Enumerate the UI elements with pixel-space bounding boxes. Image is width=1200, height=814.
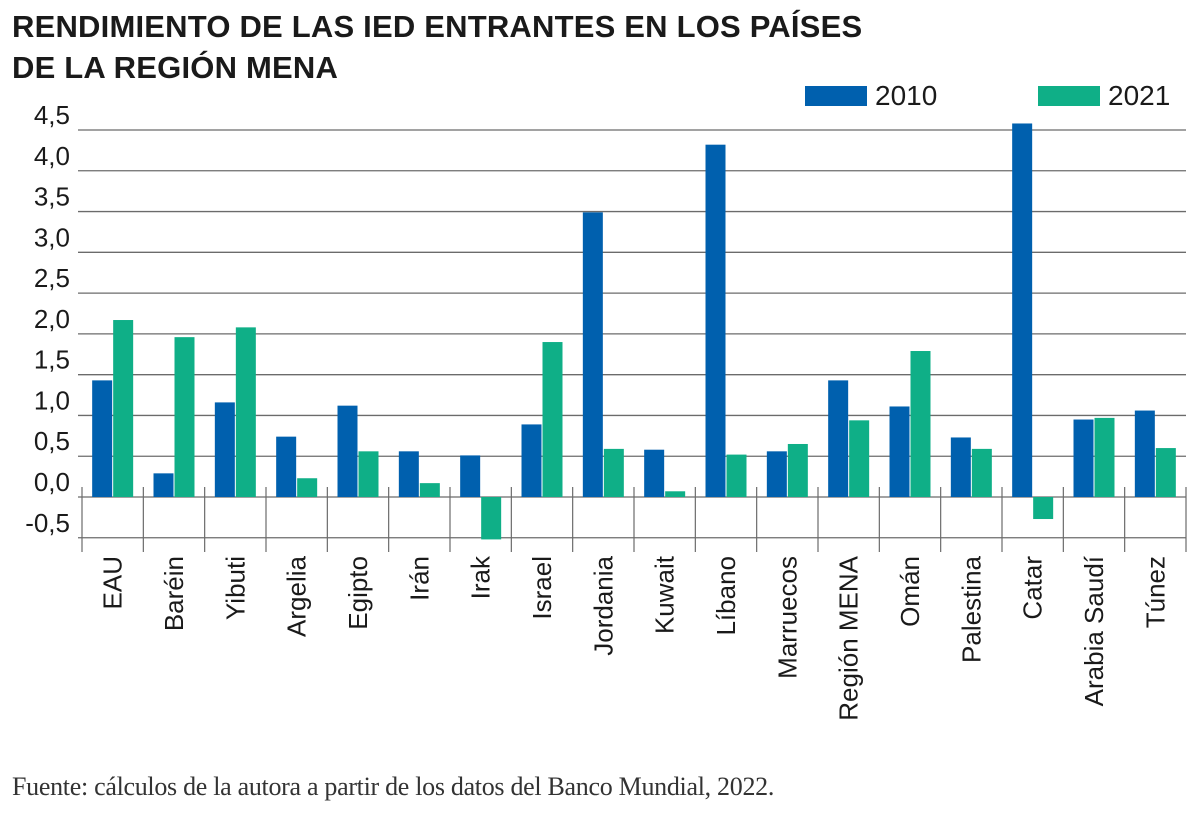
x-category-label: Líbano: [711, 556, 741, 636]
bar-2021-arabia-saudí: [1094, 417, 1115, 497]
source-note: Fuente: cálculos de la autora a partir d…: [12, 772, 775, 801]
x-category-label: Egipto: [343, 556, 373, 630]
bar-2021-catar: [1033, 497, 1054, 520]
bar-2010-irak: [460, 455, 481, 497]
legend-swatch-2010: [805, 86, 867, 106]
bar-2021-irán: [419, 483, 440, 497]
bar-2021-argelia: [297, 478, 318, 497]
bar-2010-baréin: [153, 473, 174, 497]
x-category-label: Palestina: [956, 555, 986, 662]
bar-2010-argelia: [276, 436, 297, 497]
y-tick-label: 1,0: [34, 385, 70, 415]
bar-2010-irán: [398, 451, 419, 497]
x-category-label: EAU: [98, 556, 128, 609]
bar-2010-jordania: [582, 212, 603, 498]
category-separators: [81, 487, 1187, 552]
x-category-label: Israel: [527, 556, 557, 620]
y-axis-tick-labels: -0,5 0,0 0,5 1,0 1,5 2,0 2,5 3,0 3,5 4,0 4,5: [25, 100, 70, 538]
bar-2010-eau: [92, 380, 113, 497]
x-axis-category-labels: EAU Baréin Yibuti Argelia Egipto Irán Irak Isra…: [98, 555, 1171, 721]
x-category-label: Región MENA: [834, 555, 864, 720]
bar-2021-israel: [542, 342, 563, 497]
chart-title-line-2: DE LA REGIÓN MENA: [12, 50, 339, 85]
y-tick-label: 3,0: [34, 222, 70, 252]
bar-2010-arabia-saudí: [1073, 419, 1094, 497]
bar-2021-palestina: [971, 448, 992, 497]
x-category-label: Irak: [466, 555, 496, 599]
x-category-label: Catar: [1018, 556, 1048, 620]
chart-title-line-1: RENDIMIENTO DE LAS IED ENTRANTES EN LOS …: [12, 9, 863, 44]
chart-title: RENDIMIENTO DE LAS IED ENTRANTES EN LOS …: [12, 6, 952, 88]
bar-2010-catar: [1012, 123, 1033, 497]
bar-2021-líbano: [726, 454, 747, 497]
bar-2010-yibuti: [214, 402, 235, 497]
x-category-label: Túnez: [1140, 556, 1170, 628]
bar-2010-marruecos: [766, 451, 787, 497]
bar-2010-omán: [889, 406, 910, 497]
x-category-label: Omán: [895, 556, 925, 627]
x-category-label: Marruecos: [772, 556, 802, 679]
gridlines: [78, 129, 1186, 539]
y-tick-label: 3,5: [34, 182, 70, 212]
bar-2021-omán: [910, 351, 931, 497]
y-tick-label: 1,5: [34, 345, 70, 375]
bar-2021-marruecos: [787, 443, 808, 497]
legend-swatch-2021: [1038, 86, 1100, 106]
bar-2021-egipto: [358, 451, 379, 497]
legend-label-2021: 2021: [1108, 80, 1171, 111]
y-tick-label: 0,0: [34, 467, 70, 497]
y-tick-label: 2,5: [34, 263, 70, 293]
bar-2021-túnez: [1155, 448, 1176, 497]
bars: [92, 123, 1176, 540]
x-category-label: Kuwait: [650, 555, 680, 634]
bar-2021-jordania: [603, 448, 624, 497]
y-tick-label: 4,0: [34, 141, 70, 171]
y-tick-label: 4,5: [34, 100, 70, 130]
bar-2021-región-mena: [849, 420, 870, 497]
bar-2010-líbano: [705, 144, 726, 497]
x-category-label: Arabia Saudí: [1079, 555, 1109, 706]
bar-2021-kuwait: [665, 491, 686, 497]
y-tick-label: 2,0: [34, 304, 70, 334]
legend-label-2010: 2010: [875, 80, 938, 111]
bar-2021-irak: [481, 497, 502, 540]
bar-2010-palestina: [950, 437, 971, 497]
y-tick-label: 0,5: [34, 426, 70, 456]
bar-2021-baréin: [174, 337, 195, 497]
legend-item-2021: 2021: [1038, 80, 1170, 112]
legend-item-2010: 2010: [805, 80, 937, 112]
bar-2010-kuwait: [644, 449, 665, 497]
x-category-label: Baréin: [159, 556, 189, 631]
bar-2010-región-mena: [828, 380, 849, 497]
x-category-label: Irán: [404, 556, 434, 601]
bar-2010-israel: [521, 424, 542, 497]
bar-2010-egipto: [337, 405, 358, 497]
bar-2021-eau: [113, 320, 134, 497]
x-category-label: Yibuti: [220, 556, 250, 620]
y-tick-label: -0,5: [25, 508, 70, 538]
bar-2021-yibuti: [235, 327, 256, 497]
x-category-label: Jordania: [588, 555, 618, 655]
bar-2010-túnez: [1134, 410, 1155, 497]
x-category-label: Argelia: [282, 555, 312, 636]
